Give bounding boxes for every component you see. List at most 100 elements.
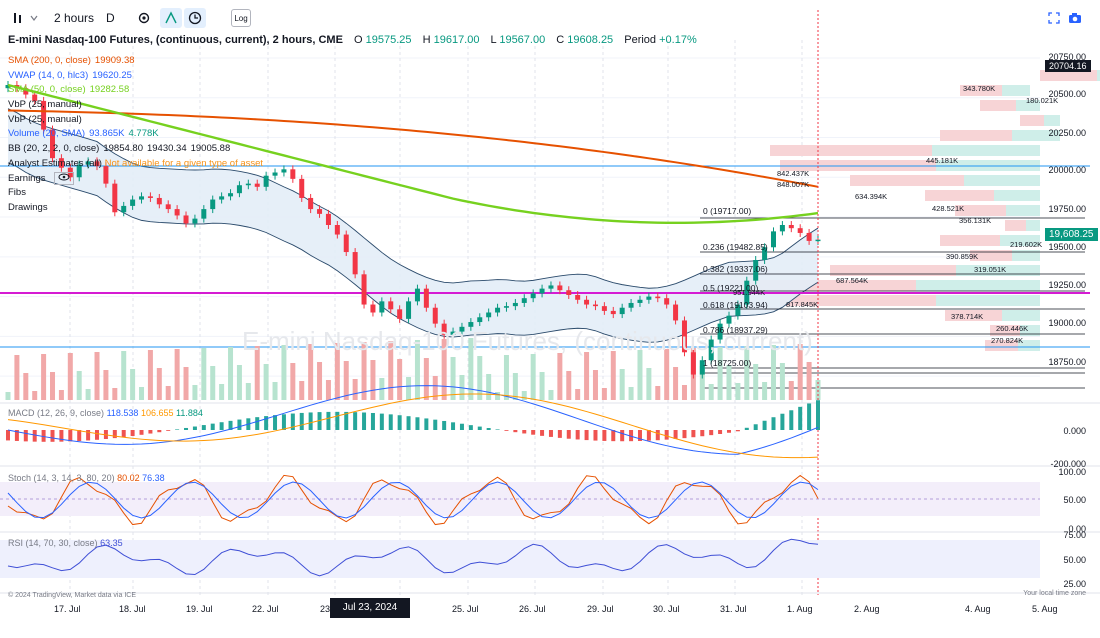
vbp-bar-up	[916, 280, 1040, 291]
vbp-label: 260.446K	[996, 324, 1029, 333]
candle-body	[183, 215, 189, 224]
volume-bar	[290, 363, 296, 400]
candle-body	[664, 298, 670, 305]
macd-histogram-bar	[388, 414, 393, 430]
volume-bar	[103, 370, 109, 400]
fullscreen-button[interactable]	[1045, 8, 1063, 28]
candle-body	[486, 312, 492, 318]
vbp-bar-down	[770, 145, 932, 156]
candle-body	[441, 323, 447, 335]
macd-histogram-bar	[210, 423, 215, 430]
fullscreen-icon	[1048, 12, 1060, 24]
macd-legend[interactable]: MACD (12, 26, 9, close) 118.538 106.655 …	[8, 408, 203, 418]
volume-bar	[584, 352, 590, 400]
interval-button[interactable]: 2 hours D	[50, 8, 116, 28]
candle-body	[681, 320, 687, 353]
legend-name: Analyst Estimates (all)	[8, 158, 102, 169]
volume-bar	[14, 355, 20, 400]
macd-histogram-bar	[477, 426, 482, 430]
candle-body	[219, 196, 225, 200]
macd-axis-tick: 0.000	[1063, 426, 1086, 436]
legend-name: SMA (50, 0, close)	[8, 84, 86, 95]
volume-bar	[414, 340, 420, 400]
candle-body	[690, 352, 696, 375]
macd-histogram-bar	[495, 429, 500, 430]
legend-sma50[interactable]: SMA (50, 0, close) 19282.58	[8, 84, 129, 95]
rsi-legend[interactable]: RSI (14, 70, 30, close) 63.35	[8, 538, 123, 548]
candle-body	[201, 209, 207, 219]
legend-sma200[interactable]: SMA (200, 0, close) 19909.38	[8, 55, 135, 66]
eye-icon[interactable]	[54, 172, 75, 185]
legend-bb[interactable]: BB (20, 2, 2, 0, close) 19854.80 19430.34 1…	[8, 143, 230, 154]
date-tick: 5. Aug	[1032, 604, 1058, 614]
candle-body	[58, 158, 64, 168]
log-scale-button[interactable]: Log	[231, 9, 251, 27]
candle-body	[557, 285, 563, 291]
candle-body	[139, 196, 145, 200]
volume-bar	[210, 366, 216, 400]
date-tick: 26. Jul	[519, 604, 546, 614]
chart-canvas[interactable]: E-mini Nasdaq-100 Futures, (continuous, …	[0, 0, 1100, 618]
volume-bar	[495, 392, 501, 400]
vbp-bar-up	[1018, 340, 1040, 351]
stoch-axis-tick: 100.00	[1058, 467, 1086, 477]
candle-body	[388, 301, 394, 310]
macd-histogram-bar	[255, 417, 260, 430]
settings-button[interactable]	[134, 8, 154, 28]
vbp-label: 356.131K	[959, 216, 992, 225]
vbp-bar-down	[980, 100, 1016, 111]
legend-fibs[interactable]: Fibs	[8, 187, 26, 198]
macd-value: 118.538	[106, 408, 139, 418]
fib-label: 0.5 (19221.00)	[703, 283, 759, 293]
macd-histogram-bar	[148, 430, 153, 434]
volume-bar	[557, 353, 563, 400]
legend-value3: 19005.88	[190, 143, 231, 154]
macd-histogram-bar	[273, 415, 278, 430]
legend-analyst[interactable]: Analyst Estimates (all) Not available fo…	[8, 158, 263, 169]
current-price-tag: 19,608.25	[1045, 228, 1098, 241]
legend-earnings[interactable]: Earnings	[8, 172, 75, 185]
chart-type-button[interactable]	[8, 8, 44, 28]
volume-bar	[139, 387, 145, 400]
vbp-bar-up	[1026, 220, 1040, 231]
vbp-label: 951.944K	[733, 288, 766, 297]
legend-vwap[interactable]: VWAP (14, 0, hlc3) 19620.25	[8, 70, 132, 81]
volume-bar	[628, 387, 634, 400]
volume-bar	[655, 386, 661, 400]
macd-histogram-bar	[735, 430, 740, 432]
legend-vbp-2[interactable]: VbP (25, manual)	[8, 114, 82, 125]
replay-button[interactable]	[184, 8, 206, 28]
volume-bar	[308, 344, 314, 400]
stoch-legend[interactable]: Stoch (14, 3, 14, 3, 80, 20) 80.02 76.38	[8, 473, 165, 483]
candle-body	[797, 228, 803, 233]
macd-histogram-bar	[121, 430, 126, 438]
macd-histogram-bar	[798, 406, 803, 430]
volume-bar	[610, 351, 616, 400]
volume-bar	[156, 368, 162, 400]
macd-hist-value: 11.884	[176, 408, 203, 418]
legend-volume[interactable]: Volume (20, SMA) 93.865K 4.778K	[8, 128, 159, 139]
magnet-button[interactable]	[160, 8, 182, 28]
snapshot-button[interactable]	[1066, 8, 1084, 28]
legend-drawings[interactable]: Drawings	[8, 202, 48, 213]
candle-body	[352, 252, 358, 275]
rsi-axis-tick: 25.00	[1063, 579, 1086, 589]
timezone-label[interactable]: Your local time zone	[1023, 590, 1086, 597]
volume-bar	[228, 347, 234, 400]
macd-signal-value: 106.655	[140, 408, 174, 418]
volume-bar	[717, 347, 723, 400]
volume-bar	[708, 384, 714, 400]
sma200-line	[7, 109, 819, 188]
legend-value: 19282.58	[89, 84, 130, 95]
price-tick: 18750.00	[1048, 357, 1086, 367]
candle-body	[130, 199, 136, 206]
candle-body	[468, 322, 474, 327]
date-tick: 1. Aug	[787, 604, 813, 614]
candle-body	[308, 197, 314, 210]
legend-vbp-1[interactable]: VbP (25, manual)	[8, 99, 82, 110]
macd-histogram-bar	[406, 416, 411, 430]
volume-bar	[236, 365, 242, 400]
candle-body	[5, 85, 11, 89]
volume-bar	[530, 354, 536, 400]
vbp-bar-up	[1012, 130, 1060, 141]
